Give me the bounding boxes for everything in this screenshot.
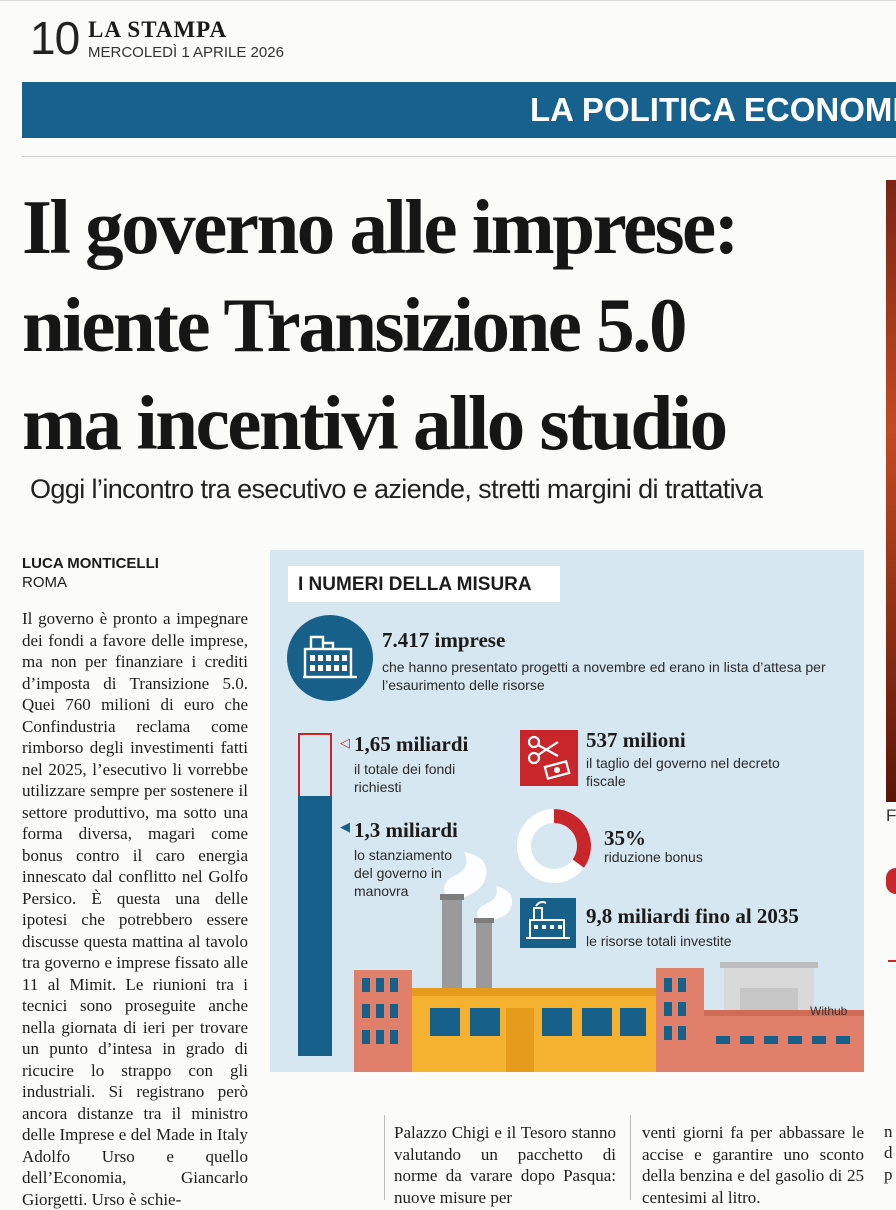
headline: Il governo alle imprese: niente Transizi…: [22, 178, 882, 472]
headline-line: Il governo alle imprese:: [22, 184, 739, 270]
edge-text: n: [884, 1122, 893, 1141]
allocated-desc: lo stanziamento del governo in manovra: [354, 847, 453, 899]
headline-line: ma incentivi allo studio: [22, 380, 728, 466]
allocated-arrow-icon: ◀: [340, 820, 350, 835]
reduction-donut-chart: [517, 809, 591, 883]
section-band: LA POLITICA ECONOMICA: [22, 82, 896, 138]
companies-number: 7.417 imprese: [382, 628, 505, 653]
allocated-funds-bar: [298, 796, 332, 1056]
infographic-title: I NUMERI DELLA MISURA: [298, 574, 532, 595]
factory-illustration: [354, 852, 864, 1072]
allocated-value: 1,3 miliardi: [354, 818, 458, 842]
factory-icon: [287, 615, 373, 701]
newspaper-name: LA STAMPA: [88, 17, 228, 42]
cut-desc: il taglio del governo nel decreto fiscal…: [586, 755, 780, 789]
total-value: 9,8 miliardi fino al 2035: [586, 904, 799, 928]
byline-place: ROMA: [22, 574, 67, 591]
bottom-paragraph: Palazzo Chigi e il Tesoro stanno valutan…: [394, 1123, 616, 1207]
section-title: LA POLITICA ECONOMICA: [530, 91, 896, 128]
article-body: Il governo è pronto a impegnare dei fond…: [22, 608, 248, 1210]
infographic: I NUMERI DELLA MISURA 7.417 imprese: [270, 550, 864, 1072]
photo-edge: [886, 180, 896, 802]
column-rule: [384, 1115, 385, 1200]
photo-caption: F: [886, 806, 896, 825]
requested-arrow-icon: ◁: [340, 736, 350, 751]
bottom-column-2: venti giorni fa per abbassare le accise …: [642, 1122, 864, 1208]
donut-arc: [553, 809, 591, 868]
infographic-title-box: I NUMERI DELLA MISURA: [288, 566, 560, 602]
section-rule: [22, 156, 896, 157]
column-rule: [630, 1115, 631, 1200]
infographic-credit: Withub: [810, 1004, 848, 1018]
bottom-column-1: Palazzo Chigi e il Tesoro stanno valutan…: [394, 1122, 616, 1208]
byline-author: LUCA MONTICELLI: [22, 555, 159, 572]
subheadline: Oggi l’incontro tra esecutivo e aziende,…: [30, 474, 763, 504]
issue-date: MERCOLEDÌ 1 APRILE 2026: [88, 44, 284, 61]
companies-desc: che hanno presentato progetti a novembre…: [382, 659, 826, 693]
cut-value: 537 milioni: [586, 728, 686, 752]
red-marker: [886, 868, 896, 894]
factory-small-icon: [520, 898, 576, 948]
bottom-paragraph: venti giorni fa per abbassare le accise …: [642, 1123, 864, 1207]
scissors-icon: [520, 730, 578, 786]
page-number: 10: [30, 12, 80, 64]
edge-text: p: [884, 1165, 893, 1184]
requested-desc: il totale dei fondi richiesti: [354, 761, 456, 795]
companies-value: 7.417: [382, 628, 430, 652]
article-paragraph: Il governo è pronto a impegnare dei fond…: [22, 609, 248, 1209]
edge-text: d: [884, 1143, 893, 1162]
red-dash: [888, 960, 896, 962]
headline-line: niente Transizione 5.0: [22, 282, 687, 368]
reduction-value: 35%: [604, 826, 646, 850]
reduction-desc: riduzione bonus: [604, 849, 703, 865]
total-desc: le risorse totali investite: [586, 933, 732, 949]
top-rule: [0, 0, 896, 1]
requested-value: 1,65 miliardi: [354, 732, 469, 756]
companies-unit: imprese: [434, 628, 506, 652]
